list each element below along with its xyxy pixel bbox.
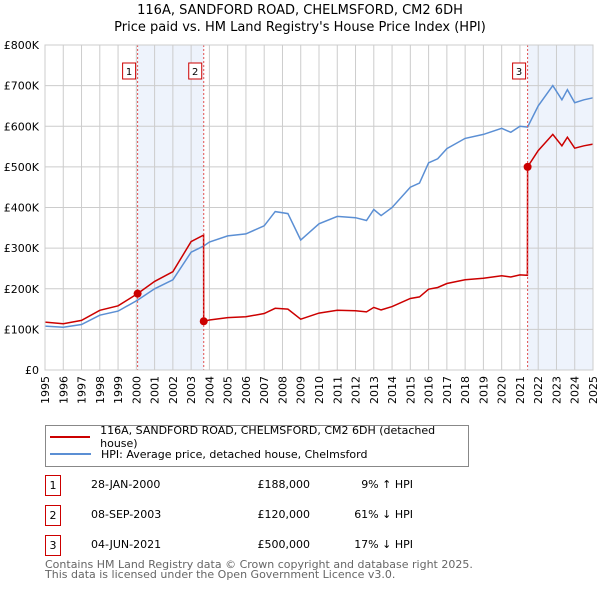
y-tick-label: £100K	[4, 323, 40, 336]
sale-price: £188,000	[257, 478, 311, 491]
x-tick-label: 2025	[587, 376, 600, 404]
x-tick-label: 2020	[496, 376, 509, 404]
x-tick-label: 2016	[423, 376, 436, 404]
x-tick-label: 2008	[276, 376, 289, 404]
footer: Contains HM Land Registry data © Crown c…	[45, 558, 473, 581]
sale-marker-label: 1	[45, 475, 61, 496]
sale-label: 2	[192, 67, 198, 78]
x-tick-label: 2006	[240, 376, 253, 404]
sale-row: 3 04-JUN-2021 £500,000 17% ↓ HPI	[45, 535, 445, 557]
series-line-property	[44, 133, 594, 325]
x-tick-label: 2011	[331, 376, 344, 404]
x-tick-label: 2012	[350, 376, 363, 404]
x-tick-label: 2000	[130, 376, 143, 404]
y-tick-label: £600K	[4, 120, 40, 133]
legend: 116A, SANDFORD ROAD, CHELMSFORD, CM2 6DH…	[45, 424, 469, 467]
sale-row: 1 28-JAN-2000 £188,000 9% ↑ HPI	[45, 475, 445, 497]
y-tick-label: £700K	[4, 80, 40, 93]
legend-item-property: 116A, SANDFORD ROAD, CHELMSFORD, CM2 6DH…	[50, 424, 468, 450]
legend-item-hpi: HPI: Average price, detached house, Chel…	[50, 446, 367, 462]
x-tick-label: 2007	[258, 376, 271, 404]
footer-licence: This data is licensed under the Open Gov…	[45, 568, 396, 581]
sale-label-box	[122, 62, 137, 80]
sale-point	[133, 289, 142, 298]
legend-label: 116A, SANDFORD ROAD, CHELMSFORD, CM2 6DH…	[100, 424, 436, 450]
x-tick-label: 2002	[167, 376, 180, 404]
x-tick-label: 2003	[185, 376, 198, 404]
sale-date: 08-SEP-2003	[91, 508, 162, 521]
sale-label-box	[188, 62, 203, 80]
x-tick-label: 2001	[149, 376, 162, 404]
chart-title: 116A, SANDFORD ROAD, CHELMSFORD, CM2 6DH	[137, 3, 463, 18]
sale-price: £500,000	[257, 538, 311, 551]
x-tick-label: 2010	[313, 376, 326, 404]
sale-marker-label: 2	[45, 505, 61, 526]
y-tick-label: £0	[25, 364, 39, 377]
x-tick-label: 2022	[532, 376, 545, 404]
x-tick-label: 2024	[569, 376, 582, 404]
plot-border	[44, 44, 594, 371]
sale-point	[199, 317, 208, 326]
legend-swatch-blue	[50, 453, 91, 455]
sale-price: £120,000	[257, 508, 311, 521]
x-tick-label: 2005	[222, 376, 235, 404]
sale-date: 04-JUN-2021	[91, 538, 162, 551]
sale-point	[523, 162, 532, 171]
series-line-hpi	[44, 84, 594, 329]
sale-label: 1	[126, 67, 132, 78]
sale-label-box	[512, 62, 527, 80]
legend-label: HPI: Average price, detached house, Chel…	[101, 447, 368, 461]
x-tick-label: 2018	[459, 376, 472, 404]
legend-swatch-red	[50, 436, 91, 438]
y-tick-label: £800K	[4, 39, 40, 52]
y-tick-label: £300K	[4, 242, 40, 255]
plot-area: 1995 1996 1997 1998 1999 2000 2001 2002 2003 2004…	[4, 39, 600, 404]
x-tick-label: 1998	[94, 376, 107, 404]
x-tick-label: 2021	[514, 376, 527, 404]
x-tick-label: 1996	[57, 376, 70, 404]
x-tick-label: 2014	[386, 376, 399, 404]
y-tick-label: £400K	[4, 202, 40, 215]
x-tick-label: 2019	[477, 376, 490, 404]
x-tick-label: 2009	[295, 376, 308, 404]
y-tick-label: £200K	[4, 283, 40, 296]
sale-row: 2 08-SEP-2003 £120,000 61% ↓ HPI	[45, 505, 445, 527]
y-tick-label: £500K	[4, 161, 40, 174]
x-tick-label: 2015	[404, 376, 417, 404]
x-tick-label: 2004	[203, 376, 216, 404]
footer-copyright: Contains HM Land Registry data © Crown c…	[45, 558, 473, 571]
sale-hpi-diff: 9% ↑ HPI	[361, 478, 413, 491]
x-tick-label: 2023	[550, 376, 563, 404]
sale-marker-label: 3	[45, 535, 61, 556]
sale-date: 28-JAN-2000	[91, 478, 161, 491]
sale-label: 3	[516, 67, 522, 78]
x-tick-label: 1995	[39, 376, 52, 404]
sale-hpi-diff: 17% ↓ HPI	[354, 538, 413, 551]
x-tick-label: 2017	[441, 376, 454, 404]
chart-subtitle: Price paid vs. HM Land Registry's House …	[114, 20, 486, 35]
x-tick-label: 2013	[368, 376, 381, 404]
x-tick-label: 1997	[76, 376, 89, 404]
x-tick-label: 1999	[112, 376, 125, 404]
sale-hpi-diff: 61% ↓ HPI	[354, 508, 413, 521]
